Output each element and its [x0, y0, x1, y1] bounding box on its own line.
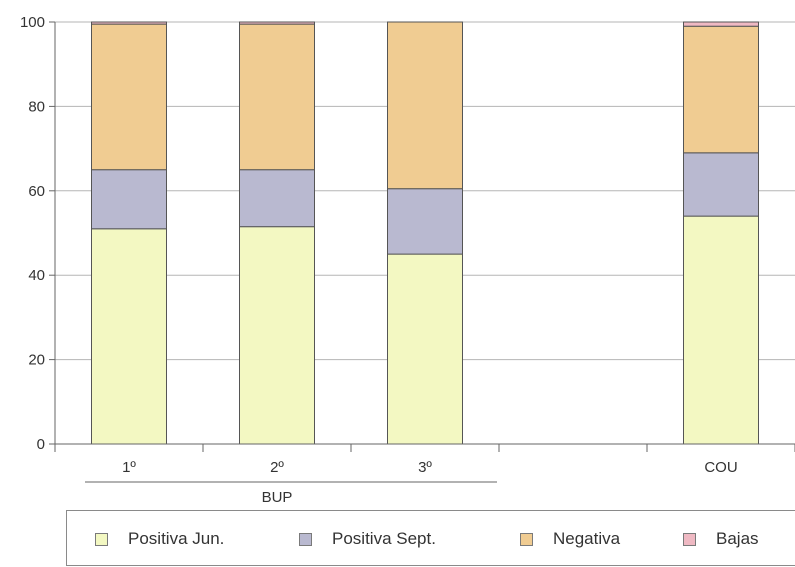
legend-swatch-bajas: [683, 532, 696, 546]
y-tick-label: 40: [28, 267, 45, 284]
stacked-bar-chart: 0 20 40 60 80 100 1º 2º 3º COU BUP: [20, 14, 795, 506]
legend-item-negativa: Negativa: [520, 529, 620, 549]
bar-segment: [683, 25, 759, 154]
x-tick-label: COU: [704, 459, 737, 476]
bar-segment: [239, 23, 315, 171]
legend-label-positiva-sept: Positiva Sept.: [332, 529, 436, 548]
x-tick-label: 3º: [418, 459, 432, 476]
legend-item-positiva-jun: Positiva Jun.: [95, 529, 224, 549]
bar-segment: [387, 21, 463, 190]
y-tick-label: 100: [20, 14, 45, 31]
bar-segment: [91, 23, 167, 171]
axes: [49, 21, 795, 483]
bar-segment: [239, 21, 315, 25]
tick-labels: 0 20 40 60 80 100 1º 2º 3º COU BUP: [20, 14, 738, 506]
group-label: BUP: [262, 489, 293, 506]
y-tick-label: 60: [28, 183, 45, 200]
legend-swatch-negativa: [520, 532, 533, 546]
bar-segment: [239, 226, 315, 445]
bar-segment: [683, 152, 759, 217]
legend-swatch-positiva-jun: [95, 532, 108, 546]
bars: [91, 21, 759, 445]
bar-segment: [387, 253, 463, 445]
bar-segment: [683, 215, 759, 445]
x-tick-label: 2º: [270, 459, 284, 476]
bar-segment: [683, 21, 759, 27]
bar-segment: [387, 188, 463, 255]
legend-swatch-positiva-sept: [299, 532, 312, 546]
y-tick-label: 0: [37, 436, 45, 453]
legend: Positiva Jun. Positiva Sept. Negativa Ba…: [66, 510, 795, 566]
bar-segment: [239, 169, 315, 228]
bar-segment: [91, 228, 167, 445]
y-tick-label: 20: [28, 352, 45, 369]
legend-item-positiva-sept: Positiva Sept.: [299, 529, 436, 549]
legend-item-bajas: Bajas: [683, 529, 759, 549]
y-tick-label: 80: [28, 98, 45, 115]
legend-label-positiva-jun: Positiva Jun.: [128, 529, 225, 548]
legend-label-bajas: Bajas: [716, 529, 759, 548]
x-tick-label: 1º: [122, 459, 136, 476]
legend-label-negativa: Negativa: [553, 529, 621, 548]
bar-segment: [91, 21, 167, 25]
bar-segment: [91, 169, 167, 230]
